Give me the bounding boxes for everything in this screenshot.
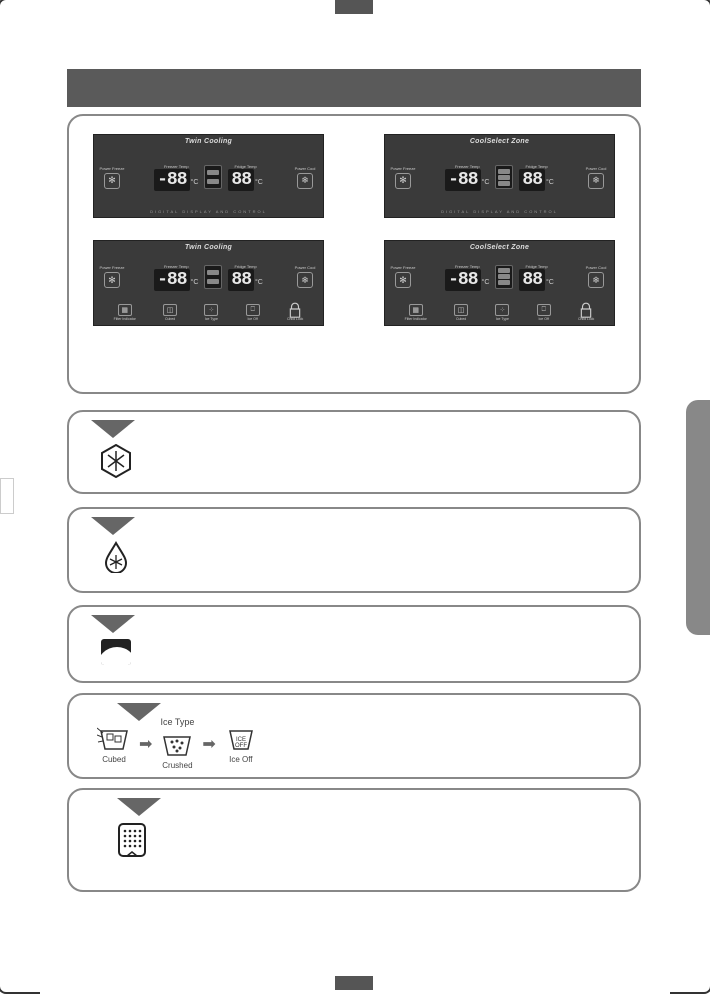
- chevron-down-icon: [91, 615, 135, 633]
- chevron-down-icon: [91, 517, 135, 535]
- feature-power-freeze: [67, 410, 641, 494]
- ice-off-icon: ICEOFF: [224, 723, 258, 753]
- freezer-temp-display: -88: [445, 169, 480, 191]
- drop-snowflake-icon: [103, 541, 129, 573]
- drop-icon: ❄: [588, 272, 604, 288]
- ice-type-button[interactable]: ⁘Ice Type: [495, 304, 509, 321]
- filter-dots-icon: [117, 822, 147, 858]
- top-page-mark: [335, 0, 373, 14]
- feature-deodorizer: [67, 605, 641, 683]
- filter-icon: ▦: [118, 304, 132, 316]
- lock-icon: [288, 304, 302, 316]
- lcd-panel-basic-coolselect: CoolSelect Zone Power Freeze ✻ Freezer T…: [384, 134, 615, 218]
- cubed-icon: ◫: [163, 304, 177, 316]
- power-cool-button[interactable]: Power Cool ❄: [584, 166, 608, 189]
- ice-off-icon: ⎕: [537, 304, 551, 316]
- ice-cubed-step: Cubed: [97, 723, 131, 764]
- ice-off-button[interactable]: ⎕Ice Off: [537, 304, 551, 321]
- ice-off-button[interactable]: ⎕Ice Off: [246, 304, 260, 321]
- feature-filter-indicator: [67, 788, 641, 892]
- ice-type-header: Ice Type: [160, 717, 194, 727]
- fridge-temp-display: 88: [519, 269, 545, 291]
- power-freeze-button[interactable]: Power Freeze ✻: [100, 166, 124, 189]
- child-lock-button[interactable]: Child Lock: [578, 304, 594, 321]
- side-tab: [686, 400, 710, 635]
- filter-indicator-button[interactable]: ▦Filter Indicator: [405, 304, 427, 321]
- lcd-panel-dispenser-twin: Twin Cooling Power Freeze ✻ Freezer Temp…: [93, 240, 324, 326]
- freezer-temp-display: -88: [445, 269, 480, 291]
- cubed-ice-button[interactable]: ◫Cubed: [163, 304, 177, 321]
- cubed-icon: ◫: [454, 304, 468, 316]
- zone-icon: [495, 265, 513, 289]
- snowflake-icon: ✻: [395, 173, 411, 189]
- fridge-temp-display: 88: [519, 169, 545, 191]
- lcd-title: Twin Cooling: [94, 241, 323, 251]
- power-freeze-button[interactable]: Power Freeze ✻: [391, 265, 415, 288]
- fridge-temp-display: 88: [228, 269, 254, 291]
- compartment-icon: [204, 265, 222, 289]
- feature-power-cool: [67, 507, 641, 593]
- lcd-footer: DIGITAL DISPLAY AND CONTROL: [94, 209, 323, 217]
- left-tab: [0, 478, 14, 514]
- compartment-icon: [204, 165, 222, 189]
- ice-off-step: ICEOFF Ice Off: [224, 723, 258, 764]
- freezer-temp-display: -88: [154, 169, 189, 191]
- lcd-panel-dispenser-coolselect: CoolSelect Zone Power Freeze ✻ Freezer T…: [384, 240, 615, 326]
- fridge-temp-display: 88: [228, 169, 254, 191]
- crushed-ice-icon: [160, 729, 194, 759]
- ice-type-button[interactable]: ⁘Ice Type: [204, 304, 218, 321]
- snowflake-icon: ✻: [104, 272, 120, 288]
- power-cool-button[interactable]: Power Cool ❄: [584, 265, 608, 288]
- svg-text:OFF: OFF: [235, 743, 247, 749]
- drop-icon: ❄: [297, 272, 313, 288]
- section-banner: [67, 69, 641, 107]
- power-cool-button[interactable]: Power Cool ❄: [293, 166, 317, 189]
- drop-icon: ❄: [588, 173, 604, 189]
- lcd-title: CoolSelect Zone: [385, 135, 614, 145]
- snowflake-icon: ✻: [104, 173, 120, 189]
- crushed-icon: ⁘: [204, 304, 218, 316]
- arrow-right-icon: ➡: [202, 734, 215, 754]
- power-freeze-button[interactable]: Power Freeze ✻: [100, 265, 124, 288]
- lcd-panel-basic-twin: Twin Cooling Power Freeze ✻ Freezer Temp…: [93, 134, 324, 218]
- bottom-page-mark: [335, 976, 373, 990]
- chevron-down-icon: [117, 798, 161, 816]
- ice-off-icon: ⎕: [246, 304, 260, 316]
- chevron-down-icon: [91, 420, 135, 438]
- cubed-ice-icon: [97, 723, 131, 753]
- ice-crushed-step: Ice Type Crushed: [160, 717, 194, 770]
- lcd-title: Twin Cooling: [94, 135, 323, 145]
- lock-icon: [579, 304, 593, 316]
- display-panel-overview: Twin Cooling Power Freeze ✻ Freezer Temp…: [67, 114, 641, 394]
- power-cool-button[interactable]: Power Cool ❄: [293, 265, 317, 288]
- zone-icon: [495, 165, 513, 189]
- child-lock-button[interactable]: Child Lock: [287, 304, 303, 321]
- wave-icon: [101, 639, 131, 665]
- power-freeze-button[interactable]: Power Freeze ✻: [391, 166, 415, 189]
- filter-indicator-button[interactable]: ▦Filter Indicator: [114, 304, 136, 321]
- feature-ice-type: Cubed ➡ Ice Type Crushed ➡ ICEOFF Ice Of…: [67, 693, 641, 779]
- arrow-right-icon: ➡: [139, 734, 152, 754]
- filter-icon: ▦: [409, 304, 423, 316]
- lcd-footer: DIGITAL DISPLAY AND CONTROL: [385, 209, 614, 217]
- freezer-temp-display: -88: [154, 269, 189, 291]
- crushed-icon: ⁘: [495, 304, 509, 316]
- cubed-ice-button[interactable]: ◫Cubed: [454, 304, 468, 321]
- lcd-title: CoolSelect Zone: [385, 241, 614, 251]
- drop-icon: ❄: [297, 173, 313, 189]
- snowflake-icon: ✻: [395, 272, 411, 288]
- snowflake-hex-icon: [101, 444, 131, 478]
